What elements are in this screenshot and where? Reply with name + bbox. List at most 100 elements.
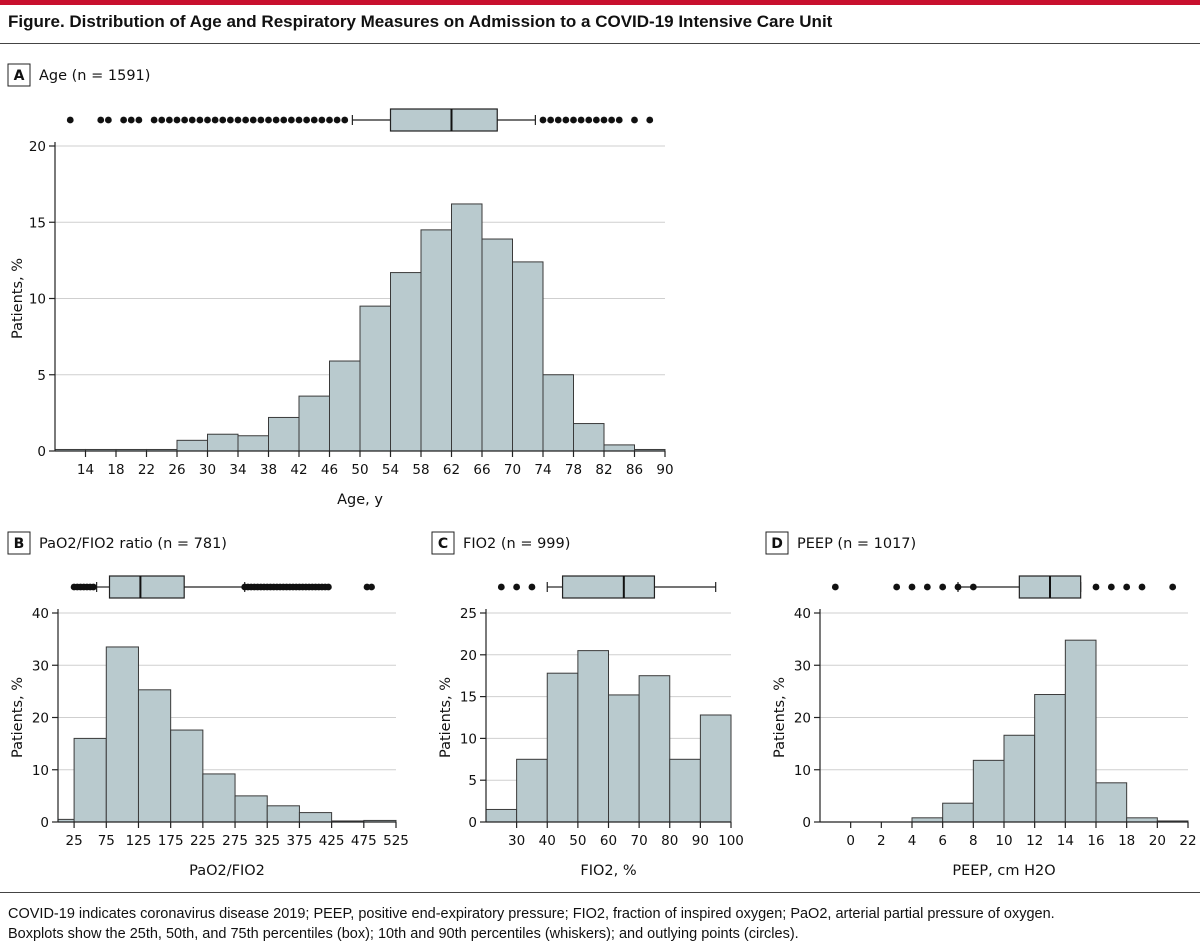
panel-d-bar bbox=[1095, 782, 1128, 823]
panel-a-outlier-point bbox=[97, 116, 105, 124]
panel-a-outlier-point bbox=[341, 116, 349, 124]
panel-a-ytick-label: 0 bbox=[37, 444, 46, 460]
panel-a-xtick-label: 46 bbox=[321, 462, 338, 478]
footnote-divider bbox=[0, 892, 1200, 893]
panel-a-xtick-label: 90 bbox=[656, 462, 673, 478]
panel-b-bar bbox=[137, 689, 172, 823]
panel-a-bar bbox=[298, 395, 330, 452]
panel-a-xtick-label: 18 bbox=[107, 462, 124, 478]
panel-a-xtick-label: 74 bbox=[534, 462, 551, 478]
panel-d-xtick-label: 22 bbox=[1179, 833, 1196, 849]
panel-a-xtick-label: 62 bbox=[443, 462, 460, 478]
panel-a-bar bbox=[176, 439, 208, 452]
panel-a-outlier-point bbox=[165, 116, 173, 124]
panel-b-bar bbox=[202, 773, 236, 823]
panel-a-outlier-point bbox=[173, 116, 181, 124]
panel-a-xtick-label: 50 bbox=[351, 462, 368, 478]
panel-b-outlier-point bbox=[368, 583, 375, 591]
panel-c-outlier-point bbox=[513, 583, 521, 591]
panel-a-outlier-point bbox=[547, 116, 555, 124]
panel-b-xtick-label: 325 bbox=[254, 833, 280, 849]
panel-a-outlier-point bbox=[158, 116, 166, 124]
panel-d-badge-letter: D bbox=[771, 536, 783, 552]
panel-c-badge bbox=[431, 531, 455, 555]
panel-b-ytick-label: 10 bbox=[32, 763, 49, 779]
panel-a-outlier-point bbox=[181, 116, 189, 124]
panel-c-ytick-label: 25 bbox=[460, 606, 477, 622]
panel-d-outlier-point bbox=[923, 583, 931, 591]
panel-a-bar bbox=[451, 203, 483, 452]
panel-b-xtick-label: 175 bbox=[158, 833, 184, 849]
panel-a-bar bbox=[359, 305, 391, 452]
panel-b-xtick-label: 25 bbox=[66, 833, 83, 849]
panel-c-title: FIO2 (n = 999) bbox=[463, 536, 570, 552]
panel-b-xtick-label: 125 bbox=[126, 833, 152, 849]
panel-d-ytick-label: 30 bbox=[794, 658, 811, 674]
panel-c-ytick-label: 10 bbox=[460, 731, 477, 747]
panel-d-outlier-point bbox=[831, 583, 839, 591]
panel-d-bar bbox=[1064, 639, 1097, 823]
panel-d-ytick-label: 40 bbox=[794, 606, 811, 622]
panel-a-outlier-point bbox=[631, 116, 638, 124]
panel-a-bar bbox=[512, 261, 544, 452]
panel-a-xtick-label: 42 bbox=[290, 462, 307, 478]
panel-c-xtick-label: 80 bbox=[661, 833, 678, 849]
panel-a-outlier-point bbox=[592, 116, 600, 124]
footnote-line-1: COVID-19 indicates coronavirus disease 2… bbox=[8, 906, 1055, 922]
panel-d-xtick-label: 14 bbox=[1057, 833, 1074, 849]
panel-d-outlier-point bbox=[1107, 583, 1115, 591]
panel-a-outlier-point bbox=[249, 116, 257, 124]
panel-a-outlier-point bbox=[554, 116, 562, 124]
panel-a-ytick-label: 5 bbox=[37, 368, 46, 384]
panel-c-ytick-label: 15 bbox=[460, 690, 477, 706]
panel-a-title: Age (n = 1591) bbox=[39, 68, 150, 84]
panel-a-bar bbox=[420, 229, 452, 452]
panel-c-bar bbox=[577, 650, 609, 823]
panel-a-outlier-point bbox=[577, 116, 585, 124]
panel-a-outlier-point bbox=[310, 116, 318, 124]
panel-a-outlier-point bbox=[280, 116, 288, 124]
panel-d-bar bbox=[942, 802, 974, 823]
panel-c-ytick-label: 0 bbox=[468, 815, 477, 831]
panel-b-ytick-label: 0 bbox=[40, 815, 49, 831]
panel-a-badge-letter: A bbox=[14, 68, 25, 84]
panel-d-bar bbox=[1126, 817, 1158, 823]
accent-rule bbox=[0, 0, 1200, 5]
panel-c-xtick-label: 50 bbox=[569, 833, 586, 849]
panel-c-bar bbox=[546, 672, 579, 823]
panel-a-xtick-label: 78 bbox=[565, 462, 582, 478]
panel-b-xtick-label: 425 bbox=[319, 833, 345, 849]
panel-a-bar bbox=[573, 423, 605, 452]
panel-a-xtick-label: 30 bbox=[199, 462, 216, 478]
panel-a-outlier-point bbox=[585, 116, 593, 124]
panel-c-chart: C FIO2 (n = 999) 0 5 10 15 20 25 30 40 50 60 70 80 90 1… bbox=[431, 531, 744, 879]
panel-d-xtick-label: 18 bbox=[1118, 833, 1135, 849]
panel-b-bar bbox=[266, 805, 300, 823]
panel-c-bar bbox=[669, 758, 701, 823]
panel-a-xtick-label: 70 bbox=[504, 462, 521, 478]
panel-c-xtick-label: 70 bbox=[631, 833, 648, 849]
panel-a-bar bbox=[481, 238, 513, 452]
panel-d-bar bbox=[1003, 734, 1036, 823]
panel-a-outlier-point bbox=[303, 116, 311, 124]
panel-a-outlier-point bbox=[127, 116, 135, 124]
panel-d-title: PEEP (n = 1017) bbox=[797, 536, 916, 552]
panel-b-ytick-label: 30 bbox=[32, 658, 49, 674]
panel-a-outlier-point bbox=[104, 116, 112, 124]
panel-a-outlier-point bbox=[120, 116, 128, 124]
panel-a-outlier-point bbox=[600, 116, 608, 124]
panel-b-x-axis-label: PaO2/FIO2 bbox=[189, 863, 265, 879]
panel-b-title: PaO2/FIO2 ratio (n = 781) bbox=[39, 536, 227, 552]
panel-c-xtick-label: 100 bbox=[718, 833, 744, 849]
panel-a-xtick-label: 86 bbox=[626, 462, 643, 478]
panel-a-outlier-point bbox=[539, 116, 547, 124]
panel-b-bar bbox=[234, 795, 268, 823]
panel-a-outlier-point bbox=[226, 116, 234, 124]
panel-d-xtick-label: 0 bbox=[846, 833, 855, 849]
panel-a-outlier-point bbox=[196, 116, 204, 124]
panel-c-bar bbox=[485, 808, 518, 823]
panel-a-outlier-point bbox=[211, 116, 219, 124]
panel-c-ytick-label: 20 bbox=[460, 648, 477, 664]
panel-d-chart: D PEEP (n = 1017) 0 10 20 30 40 0 2 4 6 8 10 12 14 16 18… bbox=[765, 531, 1197, 879]
panel-a-bar bbox=[207, 433, 239, 452]
